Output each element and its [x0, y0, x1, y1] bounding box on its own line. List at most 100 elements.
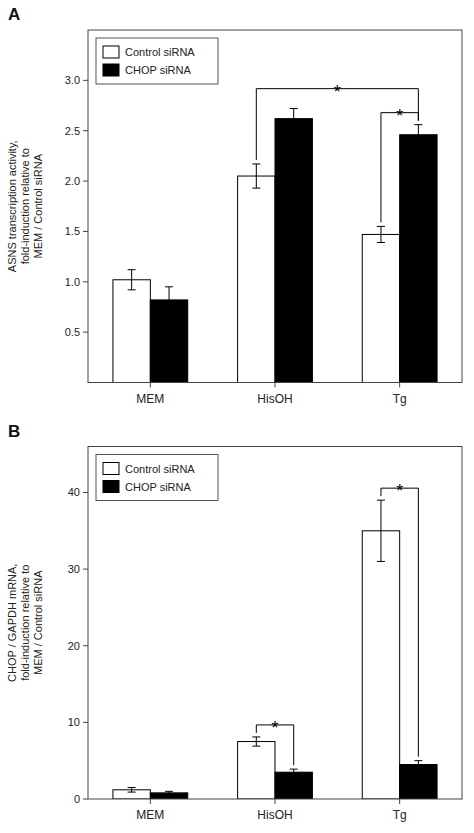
chart-panel: B 0 10 20 30 40 CHOP / GAPDH mRNA,fold-inducti… — [6, 422, 462, 823]
plot-frame — [88, 447, 462, 800]
bracket-leg — [418, 89, 419, 121]
error-bar-cap — [165, 791, 173, 792]
bar — [400, 135, 437, 383]
y-tick-label: 30 — [68, 563, 80, 575]
legend-label: CHOP siRNA — [125, 481, 191, 493]
x-tick-label: Tg — [393, 808, 407, 822]
chart-panel: A0.51.01.52.02.53.0ASNS transcription ac… — [6, 5, 462, 406]
error-bar — [252, 737, 260, 746]
plot-frame — [88, 30, 462, 383]
error-bar-cap — [128, 269, 136, 270]
error-bar — [377, 500, 385, 561]
significance-label: * — [271, 718, 278, 738]
legend-swatch — [103, 463, 119, 475]
panel-title: B — [8, 422, 20, 441]
x-tick — [399, 383, 400, 388]
y-axis-label-line: CHOP / GAPDH mRNA, — [6, 564, 18, 682]
x-tick — [150, 799, 151, 804]
error-bar-cap — [290, 108, 298, 109]
y-axis-label-line: fold-induction relative to — [19, 565, 31, 681]
bracket-leg — [380, 488, 381, 496]
error-bar — [128, 270, 136, 290]
figure: A0.51.01.52.02.53.0ASNS transcription ac… — [0, 0, 474, 833]
bracket-leg — [380, 113, 381, 223]
bracket-leg — [293, 725, 294, 765]
error-bar-cap — [128, 792, 136, 793]
legend-label: Control siRNA — [125, 463, 195, 475]
y-tick-label: 1.5 — [65, 225, 80, 237]
bar — [113, 280, 150, 383]
x-tick — [275, 799, 276, 804]
y-tick-label: 0.5 — [65, 326, 80, 338]
legend-frame — [96, 455, 218, 501]
error-bar-cap — [414, 760, 422, 761]
error-bar — [290, 769, 298, 775]
y-label-group: ASNS transcription activity,fold-inducti… — [6, 140, 44, 272]
y-tick — [83, 569, 88, 570]
y-tick-label: 0 — [74, 793, 80, 805]
legend-label: Control siRNA — [125, 46, 195, 58]
y-tick — [83, 231, 88, 232]
y-axis-label-line: MEM / Control siRNA — [32, 153, 44, 258]
error-bar-stem — [380, 226, 381, 242]
x-tick-label: Tg — [393, 392, 407, 406]
x-tick — [275, 383, 276, 388]
bar — [400, 765, 437, 799]
y-tick — [83, 799, 88, 800]
error-bar-stem — [256, 737, 257, 746]
y-tick — [83, 281, 88, 282]
bracket-leg — [256, 89, 257, 160]
bracket-leg — [418, 488, 419, 757]
error-bar — [290, 109, 298, 129]
legend: Control siRNA CHOP siRNA — [96, 455, 218, 501]
bar — [362, 531, 399, 799]
error-bar — [414, 125, 422, 145]
x-tick-label: MEM — [136, 392, 164, 406]
error-bar-cap — [128, 787, 136, 788]
error-bar-stem — [418, 125, 419, 145]
error-bar — [165, 791, 173, 794]
y-tick-label: 3.0 — [65, 74, 80, 86]
bar — [238, 176, 275, 382]
x-tick-label: MEM — [136, 808, 164, 822]
y-tick-label: 10 — [68, 716, 80, 728]
error-bar-cap — [252, 163, 260, 164]
x-tick-label: HisOH — [257, 808, 292, 822]
error-bar-cap — [290, 775, 298, 776]
error-bar-stem — [256, 164, 257, 188]
error-bar — [414, 761, 422, 769]
error-bar-cap — [252, 736, 260, 737]
error-bar-stem — [131, 270, 132, 290]
error-bar — [377, 226, 385, 242]
y-axis-label: CHOP / GAPDH mRNA,fold-induction relativ… — [6, 564, 44, 682]
y-tick-label: 40 — [68, 486, 80, 498]
bar — [362, 234, 399, 382]
bar — [238, 742, 275, 799]
bar — [275, 119, 312, 383]
y-tick — [83, 130, 88, 131]
y-tick — [83, 80, 88, 81]
y-tick — [83, 181, 88, 182]
error-bar — [165, 287, 173, 313]
error-bar-stem — [380, 500, 381, 561]
error-bar-cap — [128, 289, 136, 290]
significance-label: * — [334, 82, 341, 102]
legend: Control siRNACHOP siRNA — [96, 38, 218, 84]
error-bar-cap — [165, 794, 173, 795]
error-bar-cap — [165, 313, 173, 314]
error-bar-stem — [293, 769, 294, 775]
legend-swatch — [103, 481, 119, 493]
error-bar — [128, 788, 136, 793]
y-tick-label: 20 — [68, 640, 80, 652]
error-bar-cap — [290, 769, 298, 770]
bar — [275, 772, 312, 799]
error-bar-cap — [377, 226, 385, 227]
legend-frame — [96, 38, 218, 84]
panel-title: A — [8, 5, 20, 24]
y-axis-label: ASNS transcription activity,fold-inducti… — [6, 140, 44, 272]
legend-swatch — [103, 46, 119, 58]
y-label-group: CHOP / GAPDH mRNA,fold-induction relativ… — [6, 564, 44, 682]
error-bar-cap — [290, 128, 298, 129]
y-axis-label-line: fold-induction relative to — [19, 148, 31, 264]
error-bar — [252, 164, 260, 188]
